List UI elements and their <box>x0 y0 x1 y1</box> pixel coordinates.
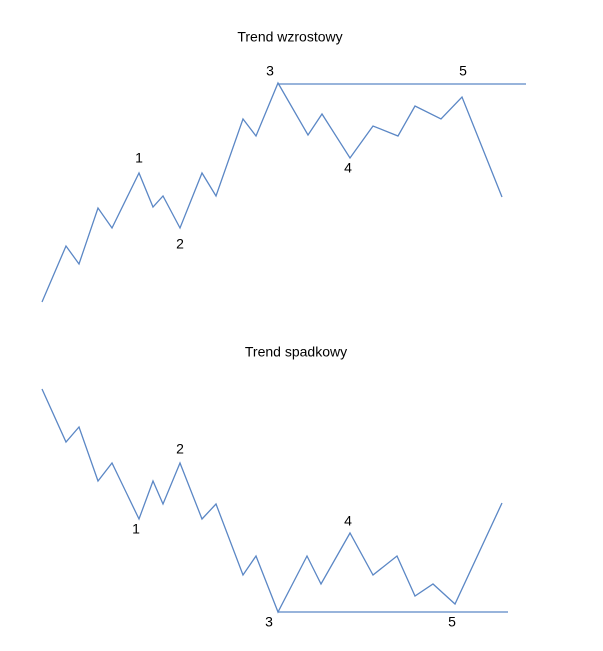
diagram-title: Trend wzrostowy <box>237 29 342 45</box>
wave-label: 3 <box>265 614 273 630</box>
price-line <box>41 388 503 614</box>
wave-label: 4 <box>344 160 352 176</box>
price-line <box>41 81 503 303</box>
uptrend-diagram: Trend wzrostowy 1 2 3 4 5 <box>41 29 526 303</box>
wave-label: 3 <box>266 63 274 79</box>
wave-label: 1 <box>135 150 143 166</box>
wave-label: 5 <box>459 63 467 79</box>
wave-label: 4 <box>344 513 352 529</box>
wave-label: 5 <box>448 614 456 630</box>
downtrend-diagram: Trend spadkowy 1 2 3 4 5 <box>41 344 508 630</box>
wave-label: 1 <box>132 521 140 537</box>
wave-label: 2 <box>176 236 184 252</box>
diagram-title: Trend spadkowy <box>245 344 347 360</box>
wave-label: 2 <box>176 441 184 457</box>
